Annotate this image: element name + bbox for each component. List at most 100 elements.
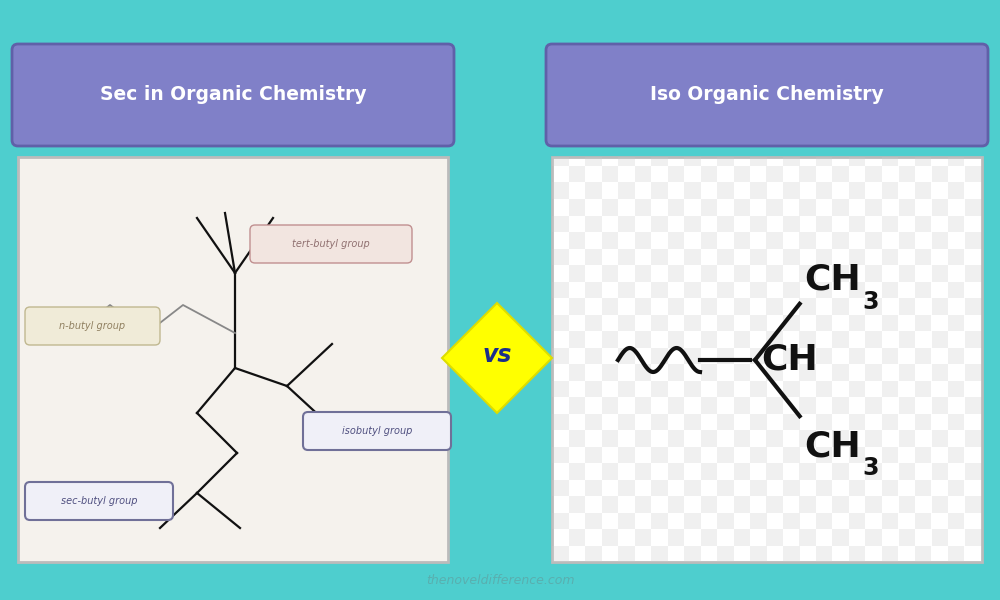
Bar (651, 446, 668, 463)
Bar (651, 182, 668, 199)
FancyBboxPatch shape (25, 307, 160, 345)
Bar (668, 463, 684, 479)
Bar (898, 265, 915, 281)
Bar (684, 182, 700, 199)
Bar (734, 529, 750, 545)
Bar (898, 529, 915, 545)
Text: sec-butyl group: sec-butyl group (61, 496, 137, 506)
Bar (552, 380, 568, 397)
Bar (948, 182, 964, 199)
Bar (552, 248, 568, 265)
Bar (668, 199, 684, 215)
Bar (635, 463, 651, 479)
Bar (635, 298, 651, 314)
Bar (816, 314, 832, 331)
Bar (882, 380, 898, 397)
Bar (585, 248, 602, 265)
Bar (585, 314, 602, 331)
Bar (915, 157, 931, 166)
Bar (552, 512, 568, 529)
Bar (750, 545, 767, 562)
Bar (668, 265, 684, 281)
Bar (932, 265, 948, 281)
Bar (568, 232, 585, 248)
Bar (915, 248, 931, 265)
Bar (766, 529, 783, 545)
Bar (766, 463, 783, 479)
Bar (750, 182, 767, 199)
Bar (635, 397, 651, 413)
Bar (668, 364, 684, 380)
Bar (783, 380, 800, 397)
Bar (865, 463, 882, 479)
Bar (865, 232, 882, 248)
Bar (651, 314, 668, 331)
Bar (668, 496, 684, 512)
Bar (568, 166, 585, 182)
Bar (717, 446, 734, 463)
Bar (602, 430, 618, 446)
Bar (602, 166, 618, 182)
Bar (865, 331, 882, 347)
Bar (849, 157, 865, 166)
Bar (734, 232, 750, 248)
Bar (552, 413, 568, 430)
FancyBboxPatch shape (25, 482, 173, 520)
Bar (552, 479, 568, 496)
Bar (552, 347, 568, 364)
Bar (585, 446, 602, 463)
Bar (981, 347, 982, 364)
Bar (618, 182, 635, 199)
Bar (799, 265, 816, 281)
Bar (865, 298, 882, 314)
Bar (799, 166, 816, 182)
Bar (849, 380, 865, 397)
Bar (568, 364, 585, 380)
Bar (585, 182, 602, 199)
Bar (602, 529, 618, 545)
Bar (684, 347, 700, 364)
Bar (981, 446, 982, 463)
Bar (766, 331, 783, 347)
Bar (684, 248, 700, 265)
Bar (700, 430, 717, 446)
Bar (700, 199, 717, 215)
Bar (898, 463, 915, 479)
Bar (684, 512, 700, 529)
Bar (717, 512, 734, 529)
Bar (585, 347, 602, 364)
Bar (898, 496, 915, 512)
Bar (651, 479, 668, 496)
Bar (882, 413, 898, 430)
Bar (816, 215, 832, 232)
Bar (734, 364, 750, 380)
Bar (651, 347, 668, 364)
Bar (849, 215, 865, 232)
Bar (750, 380, 767, 397)
Bar (552, 215, 568, 232)
Bar (717, 314, 734, 331)
Bar (981, 215, 982, 232)
Bar (766, 265, 783, 281)
Bar (750, 157, 767, 166)
Bar (750, 413, 767, 430)
Bar (816, 281, 832, 298)
Bar (602, 463, 618, 479)
Bar (700, 232, 717, 248)
Bar (799, 331, 816, 347)
Bar (832, 331, 849, 347)
Bar (816, 248, 832, 265)
Bar (915, 479, 931, 496)
Bar (717, 347, 734, 364)
Bar (668, 529, 684, 545)
Bar (832, 265, 849, 281)
Bar (964, 265, 981, 281)
Bar (816, 413, 832, 430)
Bar (734, 265, 750, 281)
Bar (552, 446, 568, 463)
Bar (568, 265, 585, 281)
Bar (948, 281, 964, 298)
Bar (750, 215, 767, 232)
Bar (602, 298, 618, 314)
Bar (932, 232, 948, 248)
